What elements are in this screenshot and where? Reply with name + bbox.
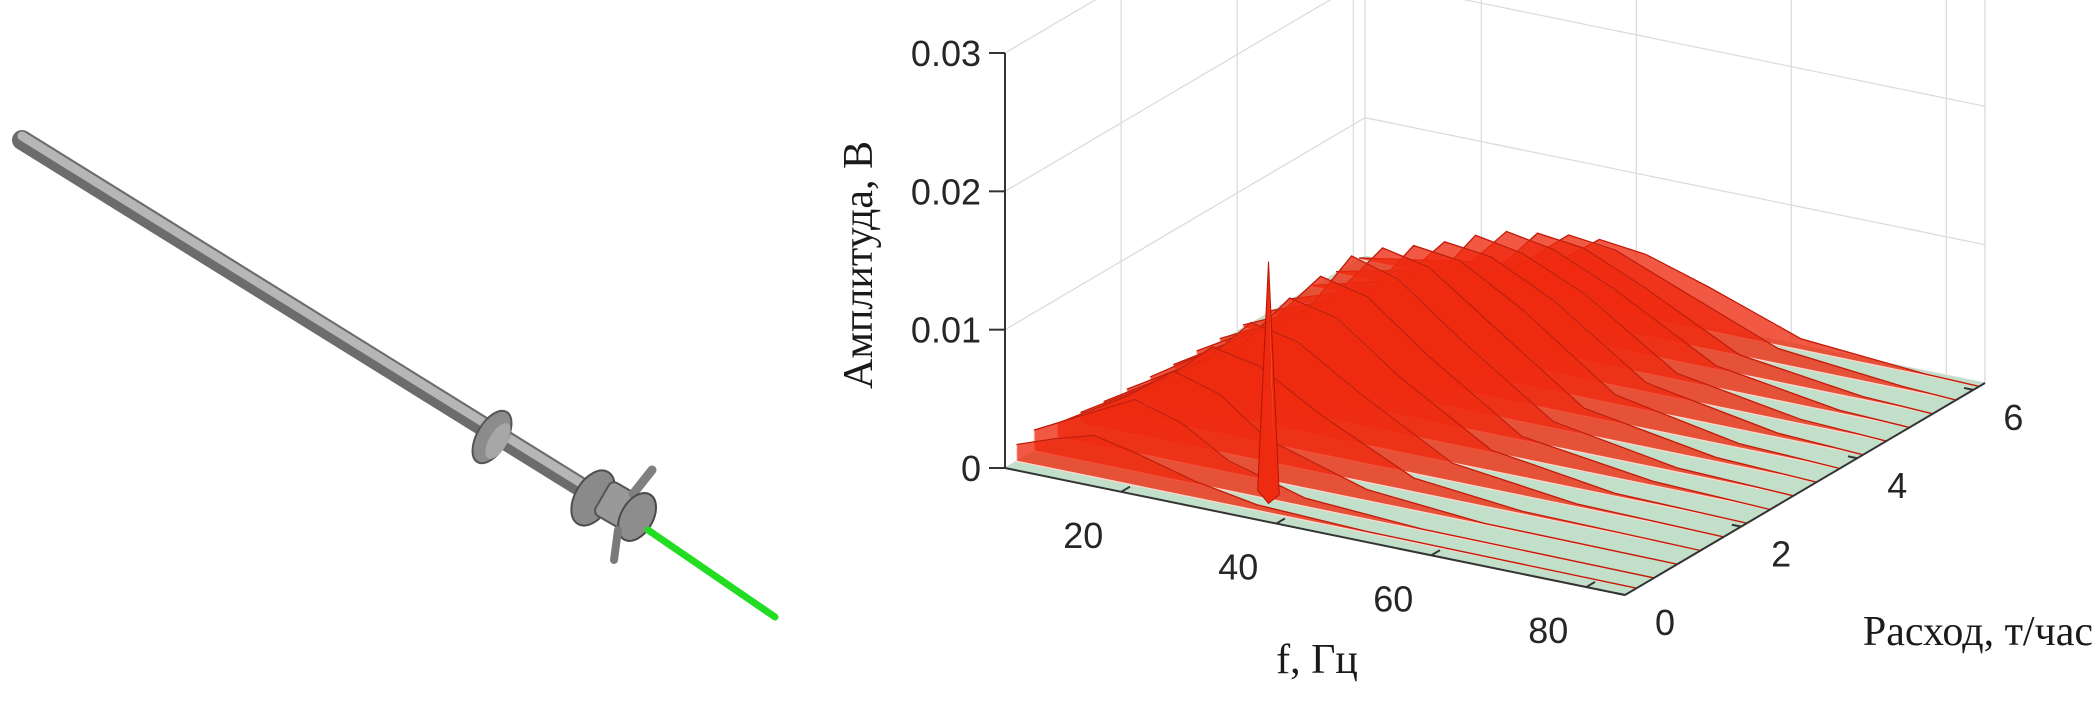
surface-ridge-crest: [1057, 370, 1678, 565]
probe-icon: [644, 526, 779, 621]
x-tick-label: 40: [1218, 547, 1258, 588]
x-tick-label: 60: [1373, 578, 1413, 619]
y-tick-mark: [1963, 386, 1974, 391]
z-tick-label: 0.02: [911, 171, 981, 212]
x-axis-label: f, Гц: [1276, 637, 1358, 683]
z-tick-label: 0: [961, 448, 981, 489]
peak-spike: [1257, 261, 1280, 505]
x-tick-mark: [1120, 485, 1131, 493]
z-gridline: [1004, 0, 1097, 54]
chart-axes: [989, 52, 1986, 596]
surface-ridge-crest: [1016, 434, 1637, 589]
z-gridline: [1004, 0, 1986, 192]
surface-ridge-crest: [1033, 398, 1655, 579]
x-axis-line: [1004, 467, 1626, 596]
z-axis-label: Амплитуда, В: [836, 141, 882, 389]
z-tick-label: 0.01: [911, 310, 981, 351]
pipe-illustration: [12, 130, 779, 621]
surface-plot: [1015, 230, 1980, 589]
x-tick-mark: [1430, 549, 1441, 557]
z-tick-label: 0.03: [911, 33, 981, 74]
y-tick-label: 6: [2003, 397, 2023, 438]
y-tick-mark: [1847, 455, 1858, 460]
x-tick-label: 80: [1528, 610, 1568, 651]
y-tick-label: 0: [1655, 602, 1675, 643]
y-axis-label: Расход, т/час: [1863, 609, 2093, 655]
y-tick-mark: [1615, 592, 1626, 596]
y-tick-label: 2: [1771, 534, 1791, 575]
flange-icon: [471, 409, 513, 465]
x-tick-mark: [1275, 517, 1286, 525]
pipe-icon: [12, 130, 620, 515]
y-tick-label: 4: [1887, 465, 1907, 506]
peak-highlight: [1268, 261, 1274, 464]
x-tick-mark: [1585, 581, 1596, 588]
y-axis-line: [1624, 382, 1986, 596]
y-tick-mark: [1731, 523, 1742, 528]
x-tick-label: 20: [1063, 515, 1103, 556]
